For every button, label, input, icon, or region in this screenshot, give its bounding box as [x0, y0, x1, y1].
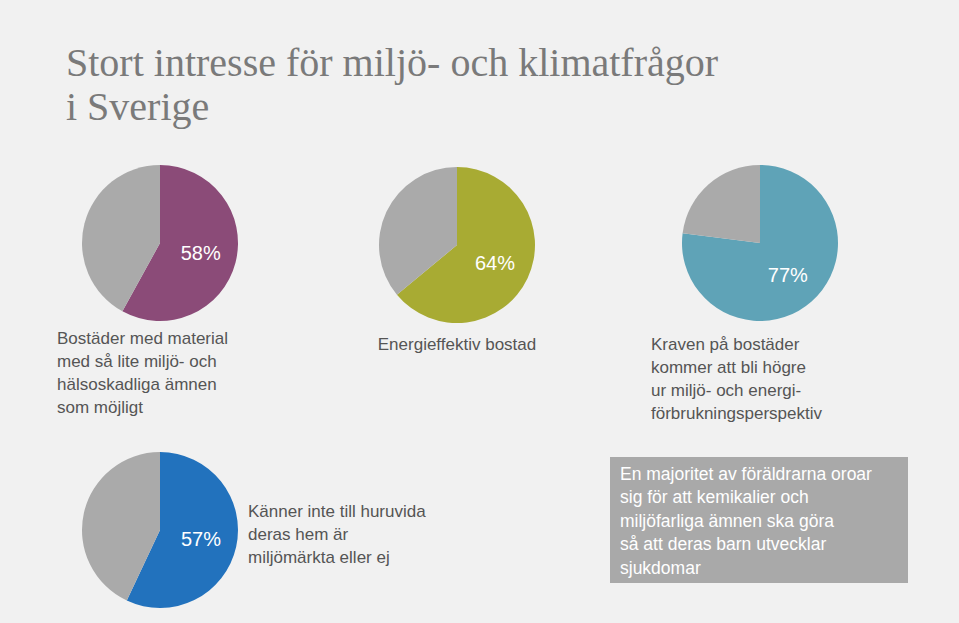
- svg-text:hälsoskadliga ämnen: hälsoskadliga ämnen: [57, 375, 217, 394]
- svg-text:Känner inte till huruvida: Känner inte till huruvida: [248, 502, 426, 521]
- svg-text:77%: 77%: [768, 264, 808, 286]
- svg-text:sig för att kemikalier och: sig för att kemikalier och: [620, 487, 809, 507]
- svg-text:57%: 57%: [181, 528, 221, 550]
- svg-text:i Sverige: i Sverige: [66, 84, 209, 129]
- svg-text:En majoritet av föräldrarna or: En majoritet av föräldrarna oroar: [620, 464, 872, 484]
- svg-text:med så lite miljö- och: med så lite miljö- och: [57, 352, 217, 371]
- svg-text:Kraven på bostäder: Kraven på bostäder: [651, 335, 800, 354]
- svg-text:kommer att bli högre: kommer att bli högre: [651, 358, 806, 377]
- svg-text:sjukdomar: sjukdomar: [620, 558, 701, 578]
- svg-text:Bostäder med material: Bostäder med material: [57, 329, 228, 348]
- svg-text:förbrukningsperspektiv: förbrukningsperspektiv: [651, 404, 823, 423]
- svg-text:deras hem är: deras hem är: [248, 525, 348, 544]
- svg-text:Stort intresse för miljö- och: Stort intresse för miljö- och klimatfråg…: [66, 40, 718, 85]
- svg-text:Energieffektiv bostad: Energieffektiv bostad: [378, 335, 536, 354]
- svg-text:så att deras barn utvecklar: så att deras barn utvecklar: [620, 534, 826, 554]
- svg-text:miljömärkta eller ej: miljömärkta eller ej: [248, 548, 390, 567]
- svg-text:64%: 64%: [475, 252, 515, 274]
- svg-text:58%: 58%: [181, 242, 221, 264]
- svg-text:miljöfarliga ämnen ska göra: miljöfarliga ämnen ska göra: [620, 511, 834, 531]
- svg-text:ur miljö- och energi-: ur miljö- och energi-: [651, 381, 801, 400]
- svg-text:som möjligt: som möjligt: [57, 398, 143, 417]
